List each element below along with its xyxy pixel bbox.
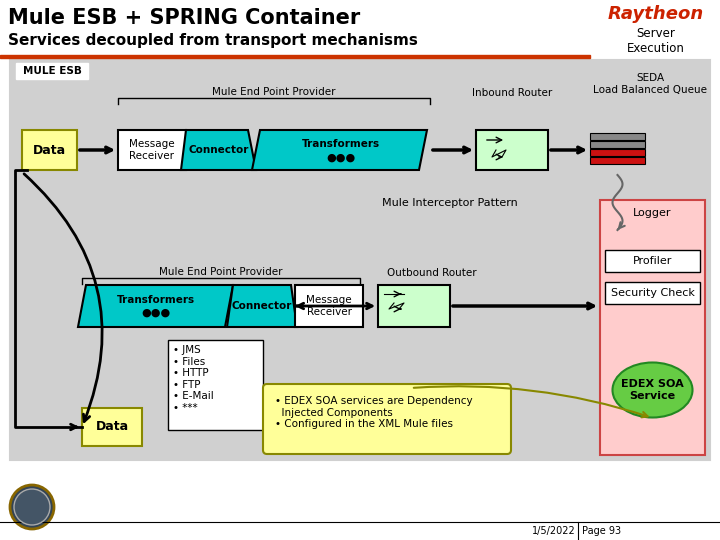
- Bar: [590, 141, 645, 148]
- Text: SEDA
Load Balanced Queue: SEDA Load Balanced Queue: [593, 73, 707, 94]
- Bar: [590, 149, 645, 156]
- Bar: [295, 285, 363, 327]
- Text: Security Check: Security Check: [611, 288, 694, 298]
- Bar: [590, 157, 645, 164]
- Text: Inbound Router: Inbound Router: [472, 88, 552, 98]
- Ellipse shape: [613, 362, 693, 417]
- Text: Transformers: Transformers: [117, 295, 194, 305]
- Bar: [22, 130, 77, 170]
- Bar: [476, 130, 548, 170]
- Text: Server
Execution: Server Execution: [627, 27, 685, 55]
- Bar: [590, 133, 645, 140]
- Text: Raytheon: Raytheon: [608, 5, 704, 23]
- Text: Services decoupled from transport mechanisms: Services decoupled from transport mechan…: [8, 33, 418, 48]
- Text: Mule ESB + SPRING Container: Mule ESB + SPRING Container: [8, 8, 360, 28]
- Text: MULE ESB: MULE ESB: [22, 66, 81, 76]
- Text: Logger: Logger: [634, 208, 672, 218]
- Text: EDEX SOA
Service: EDEX SOA Service: [621, 379, 684, 401]
- Bar: [168, 340, 263, 430]
- Text: Mule End Point Provider: Mule End Point Provider: [212, 87, 336, 97]
- Bar: [16, 63, 88, 79]
- Circle shape: [14, 489, 50, 525]
- Bar: [10, 60, 710, 460]
- Bar: [0, 55, 590, 58]
- Text: • EDEX SOA services are Dependency
  Injected Components
• Configured in the XML: • EDEX SOA services are Dependency Injec…: [275, 396, 472, 429]
- Polygon shape: [78, 285, 233, 327]
- Bar: [82, 408, 142, 446]
- Text: Mule End Point Provider: Mule End Point Provider: [159, 267, 283, 277]
- Text: Transformers: Transformers: [302, 139, 380, 149]
- Text: ●●●: ●●●: [141, 308, 170, 318]
- Text: Profiler: Profiler: [633, 256, 672, 266]
- Circle shape: [10, 485, 54, 529]
- Text: Message
Receiver: Message Receiver: [306, 295, 352, 317]
- Bar: [118, 130, 186, 170]
- Text: Mule Interceptor Pattern: Mule Interceptor Pattern: [382, 198, 518, 208]
- Bar: [378, 285, 450, 327]
- Bar: [0, 522, 720, 540]
- Text: Connector: Connector: [232, 301, 292, 311]
- Polygon shape: [252, 130, 427, 170]
- Bar: [600, 200, 705, 455]
- Text: Data: Data: [96, 421, 129, 434]
- Text: 1/5/2022: 1/5/2022: [532, 526, 576, 536]
- Text: Message
Receiver: Message Receiver: [129, 139, 175, 161]
- Bar: [596, 26, 716, 55]
- Bar: [605, 250, 700, 272]
- Text: Page 93: Page 93: [582, 526, 621, 536]
- Bar: [594, 1, 718, 57]
- FancyBboxPatch shape: [263, 384, 511, 454]
- Text: • JMS
• Files
• HTTP
• FTP
• E-Mail
• ***: • JMS • Files • HTTP • FTP • E-Mail • **…: [173, 345, 214, 413]
- Bar: [605, 282, 700, 304]
- Polygon shape: [181, 130, 256, 170]
- Text: Outbound Router: Outbound Router: [387, 268, 477, 278]
- Polygon shape: [227, 285, 297, 327]
- Text: Data: Data: [32, 144, 66, 157]
- Text: Connector: Connector: [189, 145, 249, 155]
- Text: ●●●: ●●●: [326, 153, 356, 163]
- Bar: [0, 0, 720, 58]
- FancyArrowPatch shape: [24, 174, 102, 422]
